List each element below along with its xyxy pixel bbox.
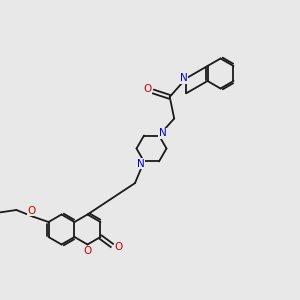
Text: N: N <box>136 159 144 169</box>
Text: N: N <box>159 128 167 138</box>
Text: O: O <box>144 84 152 94</box>
Text: N: N <box>180 73 188 83</box>
Text: O: O <box>27 206 35 216</box>
Text: O: O <box>83 246 92 256</box>
Text: O: O <box>114 242 123 252</box>
